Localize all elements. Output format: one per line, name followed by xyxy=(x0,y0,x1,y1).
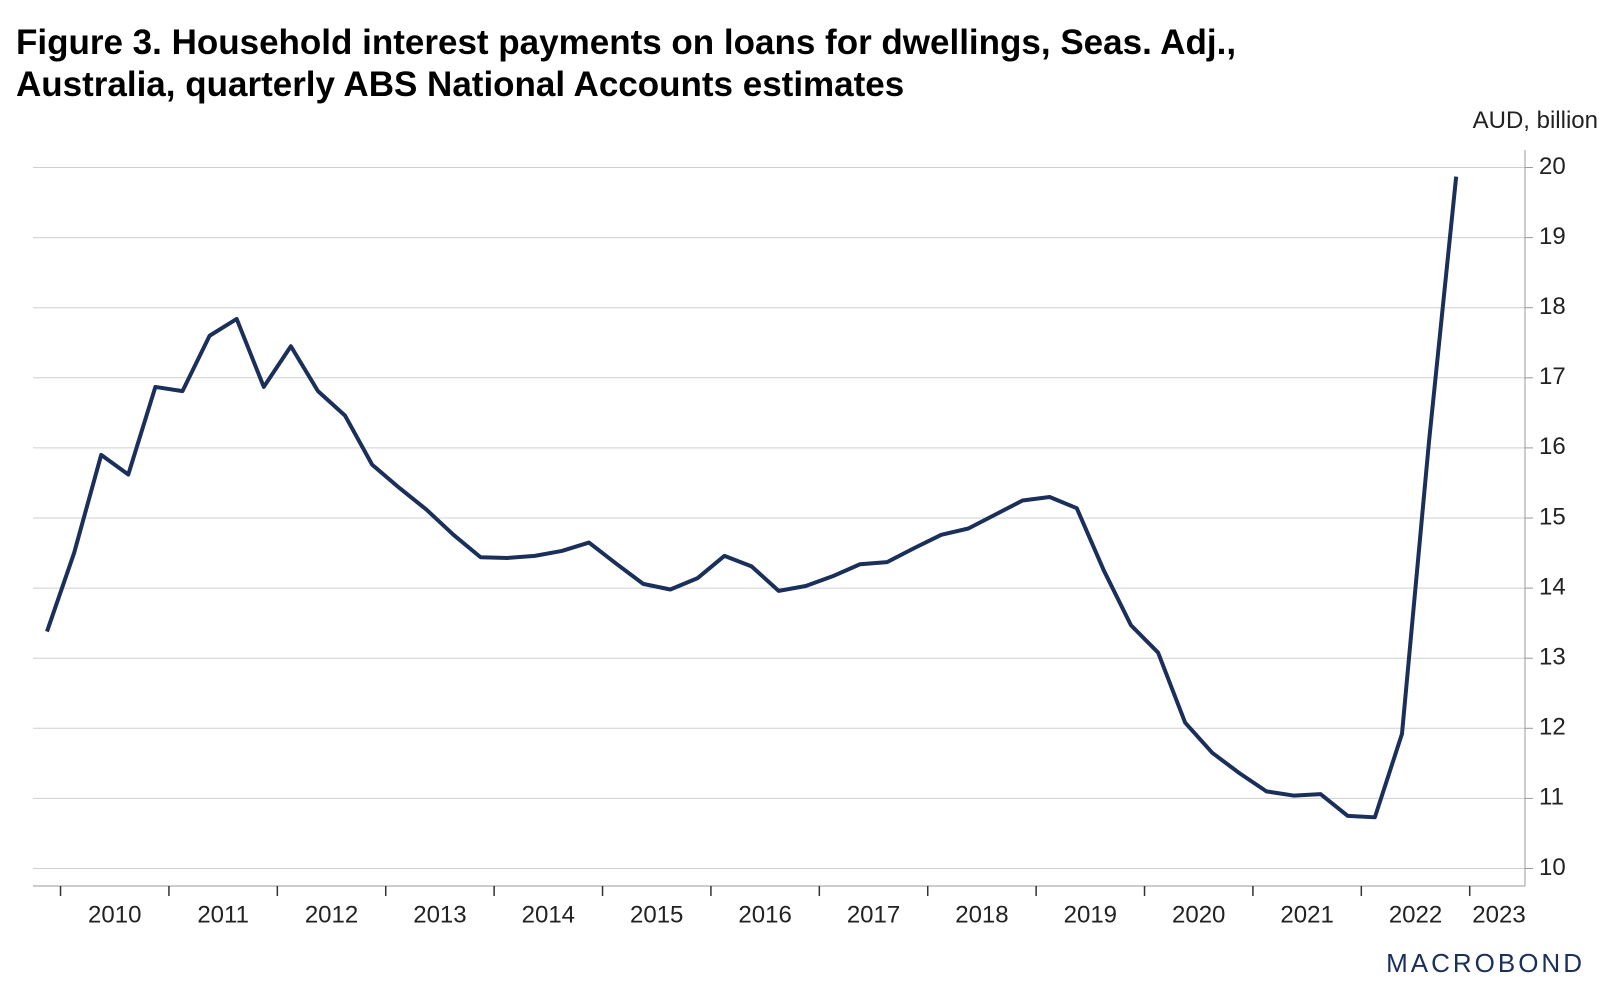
y-tick-label: 12 xyxy=(1539,714,1566,741)
x-tick-label: 2023 xyxy=(1472,901,1525,928)
y-tick-label: 18 xyxy=(1539,293,1566,320)
y-tick-label: 17 xyxy=(1539,363,1566,390)
y-tick-label: 19 xyxy=(1539,223,1566,250)
source-logo: MACROBOND xyxy=(1386,948,1585,978)
chart-title: Figure 3. Household interest payments on… xyxy=(16,23,1236,62)
x-tick-label: 2018 xyxy=(955,901,1008,928)
x-tick-label: 2015 xyxy=(630,901,683,928)
x-tick-label: 2010 xyxy=(88,901,141,928)
x-tick-label: 2022 xyxy=(1389,901,1442,928)
x-tick-label: 2017 xyxy=(847,901,900,928)
x-tick-label: 2019 xyxy=(1064,901,1117,928)
y-tick-label: 16 xyxy=(1539,433,1566,460)
y-tick-label: 15 xyxy=(1539,503,1566,530)
x-tick-label: 2014 xyxy=(522,901,575,928)
chart-subtitle: Australia, quarterly ABS National Accoun… xyxy=(16,65,904,104)
y-tick-label: 11 xyxy=(1539,784,1564,811)
y-tick-label: 20 xyxy=(1539,153,1566,180)
x-tick-label: 2016 xyxy=(738,901,791,928)
x-tick-label: 2011 xyxy=(197,901,249,928)
x-tick-label: 2013 xyxy=(413,901,466,928)
x-tick-label: 2021 xyxy=(1280,901,1333,928)
data-line xyxy=(45,176,1459,820)
y-axis-label: AUD, billion xyxy=(1473,107,1598,134)
y-tick-label: 13 xyxy=(1539,644,1566,671)
y-tick-label: 10 xyxy=(1539,854,1566,881)
x-tick-label: 2012 xyxy=(305,901,358,928)
y-tick-label: 14 xyxy=(1539,573,1566,600)
x-tick-label: 2020 xyxy=(1172,901,1225,928)
